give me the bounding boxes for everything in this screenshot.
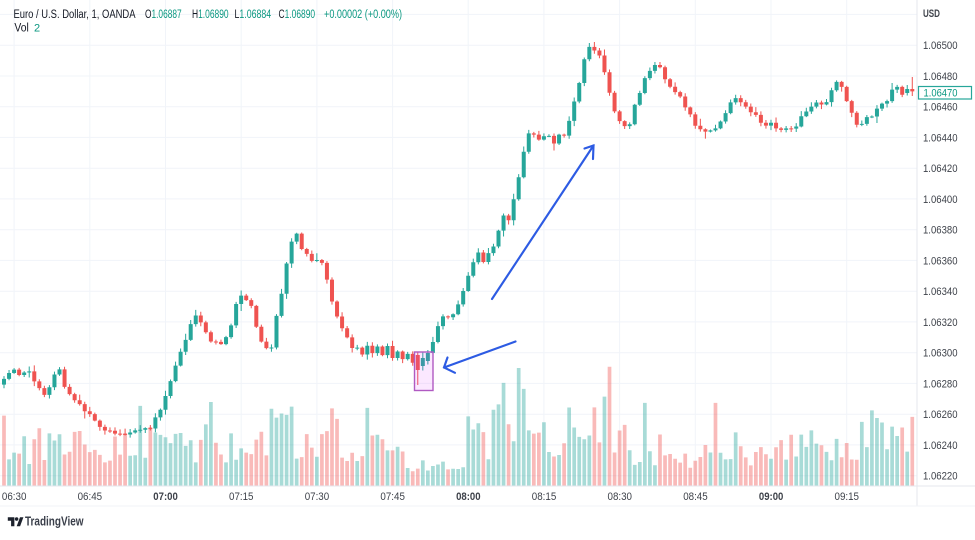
svg-text:08:15: 08:15 — [532, 491, 557, 503]
svg-text:07:30: 07:30 — [305, 491, 330, 503]
svg-text:1.06340: 1.06340 — [923, 286, 958, 298]
svg-text:06:30: 06:30 — [2, 491, 27, 503]
svg-text:1.06280: 1.06280 — [923, 378, 958, 390]
svg-text:1.06470: 1.06470 — [924, 88, 958, 100]
svg-text:1.06380: 1.06380 — [923, 225, 958, 237]
svg-text:08:00: 08:00 — [456, 491, 481, 503]
svg-text:Euro / U.S. Dollar, 1, OANDA: Euro / U.S. Dollar, 1, OANDA — [14, 9, 136, 21]
svg-text:H1.06890: H1.06890 — [192, 9, 229, 21]
svg-text:07:00: 07:00 — [153, 491, 178, 503]
svg-text:07:45: 07:45 — [380, 491, 405, 503]
svg-text:1.06320: 1.06320 — [923, 317, 958, 329]
svg-text:1.06460: 1.06460 — [923, 102, 958, 114]
svg-text:08:30: 08:30 — [608, 491, 633, 503]
svg-text:O1.06887: O1.06887 — [145, 9, 182, 21]
svg-text:08:45: 08:45 — [683, 491, 708, 503]
svg-text:C1.06890: C1.06890 — [279, 9, 316, 21]
svg-text:06:45: 06:45 — [78, 491, 103, 503]
svg-text:TradingView: TradingView — [25, 514, 84, 528]
svg-text:1.06260: 1.06260 — [923, 409, 958, 421]
svg-text:USD: USD — [923, 8, 940, 20]
svg-text:L1.06884: L1.06884 — [235, 9, 272, 21]
svg-text:1.06220: 1.06220 — [923, 471, 958, 483]
svg-text:1.06300: 1.06300 — [923, 348, 958, 360]
svg-text:1.06420: 1.06420 — [923, 163, 958, 175]
svg-text:09:00: 09:00 — [759, 491, 784, 503]
svg-text:07:15: 07:15 — [229, 491, 254, 503]
svg-text:1.06240: 1.06240 — [923, 440, 958, 452]
svg-text:1.06480: 1.06480 — [923, 71, 958, 83]
svg-text:2: 2 — [34, 22, 40, 34]
svg-text:1.06360: 1.06360 — [923, 255, 958, 267]
svg-text:09:15: 09:15 — [835, 491, 860, 503]
svg-text:+0.00002 (+0.00%): +0.00002 (+0.00%) — [324, 9, 402, 21]
svg-text:1.06500: 1.06500 — [923, 40, 958, 52]
svg-text:1.06440: 1.06440 — [923, 132, 958, 144]
svg-text:Vol: Vol — [14, 22, 28, 34]
svg-text:1.06400: 1.06400 — [923, 194, 958, 206]
